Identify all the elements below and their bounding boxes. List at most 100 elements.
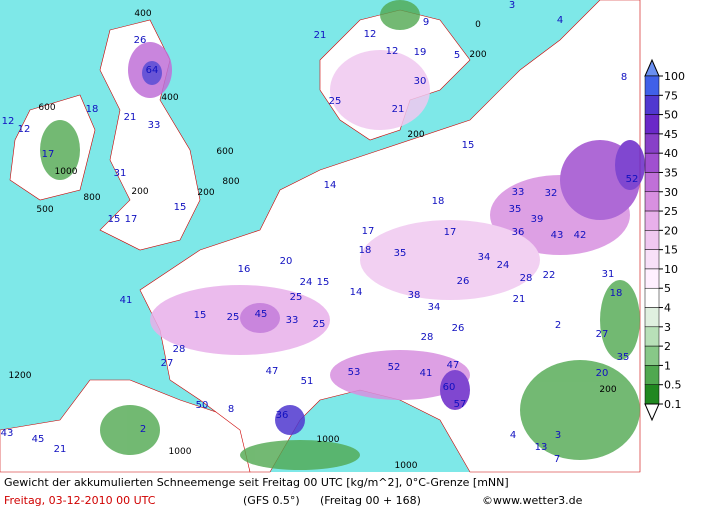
colorbar-label: 40 xyxy=(664,147,678,160)
snow-label: 21 xyxy=(513,294,526,305)
snow-label: 26 xyxy=(452,323,465,334)
snow-label: 35 xyxy=(509,204,522,215)
colorbar-segment xyxy=(644,268,660,289)
snow-label: 50 xyxy=(196,400,209,411)
snow-label: 15 xyxy=(462,140,475,151)
snow-label: 5 xyxy=(454,50,460,61)
snow-label: 43 xyxy=(551,230,564,241)
snow-label: 19 xyxy=(414,47,427,58)
height-label: 600 xyxy=(38,103,55,113)
snow-label: 43 xyxy=(1,428,14,439)
colorbar-label: 30 xyxy=(664,186,678,199)
snow-label: 39 xyxy=(531,214,544,225)
snow-label: 34 xyxy=(428,302,441,313)
snow-label: 8 xyxy=(228,404,234,415)
snow-label: 53 xyxy=(348,367,361,378)
snow-label: 30 xyxy=(414,76,427,87)
snow-label: 4 xyxy=(510,430,516,441)
snow-label: 15 xyxy=(174,202,187,213)
snow-label: 32 xyxy=(545,188,558,199)
snow-label: 17 xyxy=(42,149,55,160)
colorbar-segment xyxy=(644,210,660,231)
colorbar-segment xyxy=(644,326,660,347)
snow-label: 64 xyxy=(146,65,159,76)
snow-label: 12 xyxy=(18,124,31,135)
colorbar-label: 0.1 xyxy=(664,398,682,411)
snow-label: 28 xyxy=(520,273,533,284)
snow-label: 3 xyxy=(555,430,561,441)
snow-label: 31 xyxy=(114,168,127,179)
snow-label: 16 xyxy=(238,264,251,275)
height-label: 200 xyxy=(131,187,148,197)
snow-label: 17 xyxy=(125,214,138,225)
height-label: 500 xyxy=(36,205,53,215)
snow-label: 14 xyxy=(324,180,337,191)
snow-label: 20 xyxy=(596,368,609,379)
run: (Freitag 00 + 168) xyxy=(320,494,421,507)
snow-label: 7 xyxy=(554,454,560,465)
colorbar-segment xyxy=(644,152,660,173)
snow-label: 33 xyxy=(148,120,161,131)
snow-label: 9 xyxy=(423,17,429,28)
snow-label: 27 xyxy=(596,329,609,340)
snow-label: 51 xyxy=(301,376,314,387)
snow-label: 24 xyxy=(497,260,510,271)
snow-label: 31 xyxy=(602,269,615,280)
snow-label: 26 xyxy=(457,276,470,287)
snow-label: 17 xyxy=(444,227,457,238)
snow-label: 52 xyxy=(626,174,639,185)
height-label: 800 xyxy=(222,177,239,187)
height-label: 400 xyxy=(161,93,178,103)
colorbar-label: 20 xyxy=(664,224,678,237)
height-label: 1000 xyxy=(395,461,418,471)
height-label: 1200 xyxy=(9,371,32,381)
snow-label: 12 xyxy=(386,46,399,57)
colorbar-bottom xyxy=(644,403,660,422)
snow-label: 36 xyxy=(276,410,289,421)
colorbar-label: 0.5 xyxy=(664,379,682,392)
colorbar-label: 10 xyxy=(664,263,678,276)
snow-label: 45 xyxy=(255,309,268,320)
colorbar-segment xyxy=(644,191,660,212)
snow-label: 13 xyxy=(535,442,548,453)
snow-label: 45 xyxy=(32,434,45,445)
snow-label: 47 xyxy=(266,366,279,377)
snow-label: 14 xyxy=(350,287,363,298)
height-label: 1000 xyxy=(55,167,78,177)
height-label: 200 xyxy=(469,50,486,60)
colorbar-segment xyxy=(644,307,660,328)
snow-label: 2 xyxy=(555,320,561,331)
snow-label: 2 xyxy=(140,424,146,435)
snow-label: 33 xyxy=(512,187,525,198)
model: (GFS 0.5°) xyxy=(243,494,300,507)
snow-label: 22 xyxy=(543,270,556,281)
snow-label: 15 xyxy=(317,277,330,288)
colorbar-label: 2 xyxy=(664,340,671,353)
snow-label: 4 xyxy=(557,15,563,26)
colorbar-segment xyxy=(644,133,660,154)
colorbar-segment xyxy=(644,287,660,308)
snow-label: 35 xyxy=(394,248,407,259)
snow-label: 18 xyxy=(359,245,372,256)
snow-label: 20 xyxy=(280,256,293,267)
snow-label: 24 xyxy=(300,277,313,288)
colorbar-top xyxy=(644,58,660,77)
snow-label: 15 xyxy=(194,310,207,321)
snow-label: 27 xyxy=(161,358,174,369)
snow-label: 21 xyxy=(54,444,67,455)
snow-label: 26 xyxy=(134,35,147,46)
mountain-shading xyxy=(40,0,640,470)
snow-label: 3 xyxy=(509,0,515,11)
snow-label: 21 xyxy=(124,112,137,123)
colorbar-label: 4 xyxy=(664,302,671,315)
snow-label: 41 xyxy=(120,295,133,306)
snow-label: 8 xyxy=(621,72,627,83)
colorbar-label: 5 xyxy=(664,282,671,295)
caption: Gewicht der akkumulierten Schneemenge se… xyxy=(4,476,509,489)
height-label: 200 xyxy=(407,130,424,140)
colorbar-segment xyxy=(644,114,660,135)
height-label: 200 xyxy=(197,188,214,198)
snow-label: 25 xyxy=(329,96,342,107)
snow-label: 28 xyxy=(173,344,186,355)
